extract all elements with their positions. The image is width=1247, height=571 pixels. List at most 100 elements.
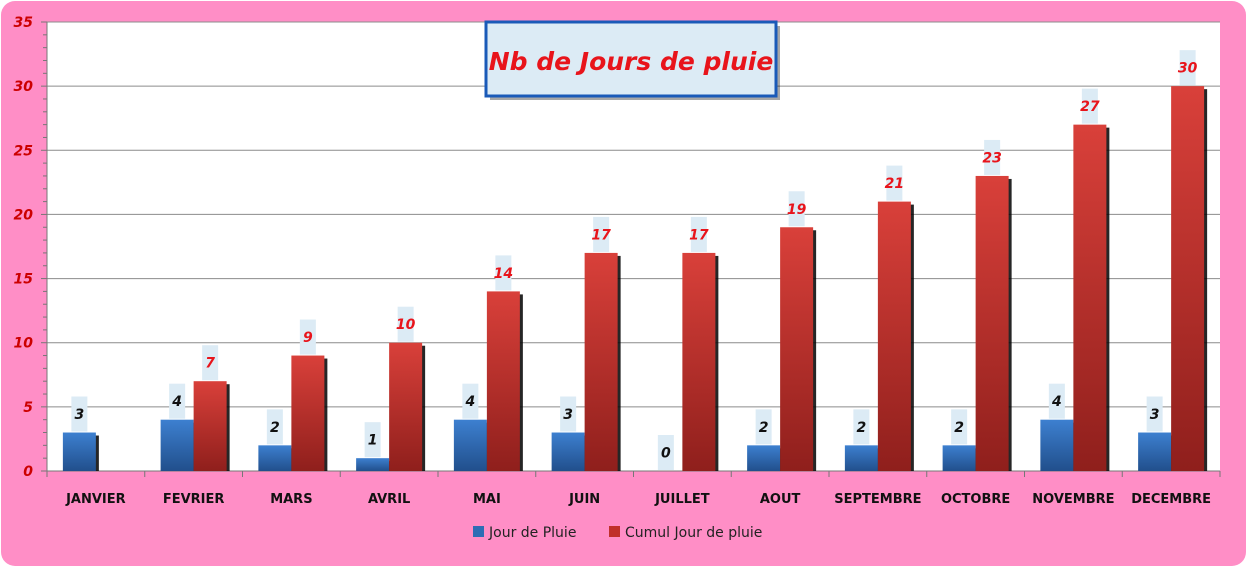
data-label: 10 — [396, 317, 416, 333]
legend-label: Cumul Jour de pluie — [625, 525, 762, 541]
data-label: 4 — [171, 394, 182, 410]
data-label: 27 — [1080, 99, 1100, 115]
bar-cumul-jour-de-pluie — [780, 227, 814, 471]
bar-cumul-jour-de-pluie — [975, 175, 1009, 471]
data-label-box — [1081, 88, 1098, 124]
x-category-label: NOVEMBRE — [1032, 492, 1114, 507]
x-category-label: JANVIER — [65, 492, 126, 507]
x-category-label: JUILLET — [654, 492, 710, 507]
data-label: 30 — [1178, 61, 1198, 77]
data-label: 4 — [1051, 394, 1062, 410]
data-label-box — [266, 409, 283, 445]
bar-jour-de-pluie — [942, 445, 976, 471]
bar-cumul-jour-de-pluie — [389, 342, 423, 471]
legend-label: Jour de Pluie — [488, 525, 576, 541]
bar-cumul-jour-de-pluie — [1171, 86, 1205, 472]
bar-cumul-jour-de-pluie — [682, 252, 716, 471]
data-label-box — [593, 216, 610, 252]
bar-cumul-jour-de-pluie — [486, 291, 520, 471]
data-label: 3 — [75, 407, 85, 423]
y-tick-label: 0 — [23, 464, 33, 480]
y-tick-label: 10 — [14, 336, 34, 352]
y-tick-label: 15 — [14, 272, 34, 288]
bar-jour-de-pluie — [551, 432, 585, 471]
bars — [62, 86, 1208, 472]
data-label-box — [364, 422, 381, 458]
x-category-label: SEPTEMBRE — [834, 492, 921, 507]
data-label-box — [1048, 383, 1065, 419]
bar-jour-de-pluie — [62, 432, 96, 471]
data-label: 21 — [885, 176, 904, 192]
x-category-label: AVRIL — [368, 492, 410, 507]
data-label-box — [886, 165, 903, 201]
bar-jour-de-pluie — [747, 445, 781, 471]
bar-cumul-jour-de-pluie — [193, 381, 227, 471]
data-label-box — [984, 139, 1001, 175]
legend-swatch — [609, 526, 620, 537]
y-tick-label: 35 — [14, 15, 34, 31]
data-label-box — [1146, 396, 1163, 432]
data-label: 17 — [689, 227, 709, 243]
data-label-box — [495, 255, 512, 291]
data-label-box — [462, 383, 479, 419]
data-label: 19 — [787, 202, 807, 218]
chart-title-box: Nb de Jours de pluie — [484, 20, 780, 100]
legend-swatch — [473, 526, 484, 537]
x-category-label: OCTOBRE — [941, 492, 1010, 507]
bar-jour-de-pluie — [356, 458, 390, 471]
data-label-box — [1179, 50, 1196, 86]
data-label: 2 — [954, 420, 964, 436]
bar-jour-de-pluie — [1040, 419, 1074, 471]
data-label-box — [397, 306, 414, 342]
data-label-box — [202, 345, 219, 381]
data-label: 14 — [494, 266, 513, 282]
data-label-box — [690, 216, 707, 252]
data-label: 9 — [303, 330, 313, 346]
bar-cumul-jour-de-pluie — [1073, 124, 1107, 471]
x-category-label: FEVRIER — [163, 492, 225, 507]
y-tick-label: 20 — [14, 207, 34, 223]
data-label-box — [788, 191, 805, 227]
data-label-box — [853, 409, 870, 445]
data-label: 1 — [368, 433, 378, 449]
legend: Jour de Pluie Cumul Jour de pluie — [473, 525, 762, 541]
data-label-box — [299, 319, 316, 355]
data-label: 2 — [270, 420, 280, 436]
data-label-box — [951, 409, 968, 445]
chart-title: Nb de Jours de pluie — [489, 47, 774, 76]
data-label: 4 — [465, 394, 476, 410]
x-category-label: MAI — [473, 492, 501, 507]
data-label: 7 — [205, 356, 215, 372]
bar-jour-de-pluie — [844, 445, 878, 471]
bar-cumul-jour-de-pluie — [584, 252, 618, 471]
x-category-label: AOUT — [760, 492, 801, 507]
bar-cumul-jour-de-pluie — [291, 355, 325, 471]
data-label-box — [560, 396, 577, 432]
data-label: 3 — [1150, 407, 1160, 423]
data-label-box — [71, 396, 88, 432]
data-label: 23 — [982, 150, 1001, 166]
data-label: 2 — [857, 420, 867, 436]
x-category-label: JUIN — [568, 492, 600, 507]
x-category-label: MARS — [270, 492, 312, 507]
bar-cumul-jour-de-pluie — [877, 201, 911, 471]
bar-jour-de-pluie — [258, 445, 292, 471]
data-label: 3 — [563, 407, 573, 423]
bar-jour-de-pluie — [160, 419, 194, 471]
y-tick-label: 30 — [14, 79, 34, 95]
data-label: 17 — [591, 227, 611, 243]
data-label-box — [169, 383, 186, 419]
data-label-box — [657, 435, 674, 470]
data-label: 2 — [759, 420, 769, 436]
y-tick-label: 25 — [14, 143, 34, 159]
y-tick-label: 5 — [23, 400, 33, 416]
data-label: 0 — [661, 446, 671, 462]
bar-jour-de-pluie — [453, 419, 487, 471]
data-label-box — [755, 409, 772, 445]
bar-jour-de-pluie — [1138, 432, 1172, 471]
x-category-label: DECEMBRE — [1131, 492, 1211, 507]
